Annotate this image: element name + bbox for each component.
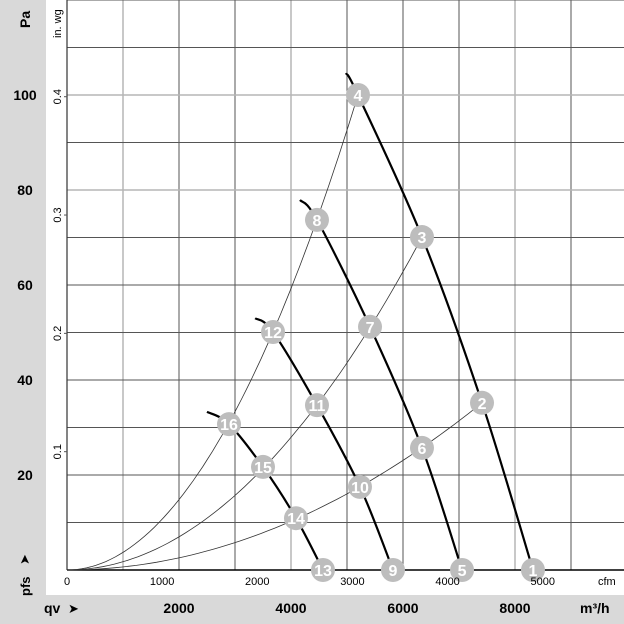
marker-label: 1 xyxy=(529,563,538,580)
marker-circle xyxy=(470,390,495,415)
marker-circle xyxy=(409,435,434,460)
y-arrow: ➤ xyxy=(17,554,32,565)
y-tick-label-inwg: 0.4 xyxy=(52,89,64,104)
operating-point-10: 10 xyxy=(347,474,372,499)
operating-point-5: 5 xyxy=(450,558,475,582)
operating-point-4: 4 xyxy=(345,83,370,107)
marker-circle xyxy=(217,412,242,437)
system-curve xyxy=(66,236,423,571)
operating-point-6: 6 xyxy=(409,435,434,460)
marker-circle xyxy=(358,314,383,339)
marker-label: 3 xyxy=(418,230,427,247)
y-unit-pa: Pa xyxy=(17,11,33,28)
operating-point-8: 8 xyxy=(304,207,329,232)
y-unit-inwg: in. wg xyxy=(52,9,64,38)
marker-label: 12 xyxy=(264,325,282,342)
marker-circle xyxy=(304,393,329,418)
marker-circle xyxy=(409,225,434,250)
marker-label: 15 xyxy=(254,460,272,477)
operating-point-14: 14 xyxy=(283,506,308,531)
x-tick-label-cfm: 2000 xyxy=(245,576,269,588)
axis-labels: Pa in. wg pfs ➤ qv ➤ m³/h cfm 2040608010… xyxy=(13,9,615,616)
system-curve xyxy=(66,94,359,571)
marker-label: 2 xyxy=(478,396,487,413)
y-tick-label-inwg: 0.2 xyxy=(52,326,64,341)
x-tick-label-m3h: 6000 xyxy=(387,600,418,616)
fan-curve xyxy=(254,317,395,571)
y-symbol-pfs: pfs xyxy=(18,577,33,597)
operating-point-7: 7 xyxy=(358,314,383,339)
operating-point-markers: 4 3 2 1 8 7 6 5 12 11 10 9 16 15 14 13 xyxy=(217,83,545,582)
x-tick-label-m3h: 4000 xyxy=(275,600,306,616)
marker-circle xyxy=(520,558,545,582)
operating-point-13: 13 xyxy=(310,558,335,582)
x-unit-m3h: m³/h xyxy=(580,600,610,616)
marker-circle xyxy=(304,207,329,232)
operating-point-15: 15 xyxy=(251,454,275,479)
operating-point-1: 1 xyxy=(520,558,545,582)
y-tick-label-pa: 100 xyxy=(13,87,37,103)
operating-point-9: 9 xyxy=(380,558,405,582)
operating-point-12: 12 xyxy=(261,320,286,345)
marker-label: 5 xyxy=(458,563,467,580)
x-tick-label-cfm: 3000 xyxy=(340,576,364,588)
marker-circle xyxy=(251,454,275,479)
y-tick-label-inwg: 0.1 xyxy=(52,444,64,459)
y-tick-label-pa: 80 xyxy=(17,182,33,198)
marker-circle xyxy=(345,83,370,107)
x-tick-label-m3h: 8000 xyxy=(499,600,530,616)
marker-label: 14 xyxy=(287,511,305,528)
x-unit-cfm: cfm xyxy=(598,576,616,588)
marker-label: 6 xyxy=(418,441,427,458)
marker-circle xyxy=(283,506,308,531)
marker-label: 4 xyxy=(354,88,363,105)
operating-point-3: 3 xyxy=(409,225,434,250)
bottom-band xyxy=(0,595,624,624)
marker-circle xyxy=(310,558,335,582)
y-tick-label-pa: 20 xyxy=(17,467,33,483)
x-tick-label-cfm: 1000 xyxy=(150,576,174,588)
marker-circle xyxy=(450,558,475,582)
marker-label: 11 xyxy=(309,398,326,415)
marker-label: 10 xyxy=(351,480,369,497)
marker-circle xyxy=(347,474,372,499)
y-tick-label-pa: 60 xyxy=(17,277,33,293)
x-symbol-qv: qv xyxy=(44,600,61,616)
left-band xyxy=(0,0,46,624)
operating-point-11: 11 xyxy=(304,393,329,418)
marker-label: 13 xyxy=(314,563,332,580)
marker-label: 9 xyxy=(389,563,398,580)
x-tick-label-cfm: 0 xyxy=(64,576,70,588)
x-tick-label-m3h: 2000 xyxy=(163,600,194,616)
grid xyxy=(64,0,624,571)
y-tick-label-inwg: 0.3 xyxy=(52,207,64,222)
operating-point-16: 16 xyxy=(217,412,242,437)
marker-circle xyxy=(380,558,405,582)
x-arrow: ➤ xyxy=(68,601,79,616)
y-tick-label-pa: 40 xyxy=(17,372,33,388)
x-tick-label-cfm: 5000 xyxy=(530,576,554,588)
marker-label: 16 xyxy=(220,417,238,434)
marker-circle xyxy=(261,320,286,345)
marker-label: 7 xyxy=(366,320,375,337)
fan-curve xyxy=(299,199,464,571)
x-tick-label-cfm: 4000 xyxy=(435,576,459,588)
operating-point-2: 2 xyxy=(470,390,495,415)
marker-label: 8 xyxy=(313,213,322,230)
